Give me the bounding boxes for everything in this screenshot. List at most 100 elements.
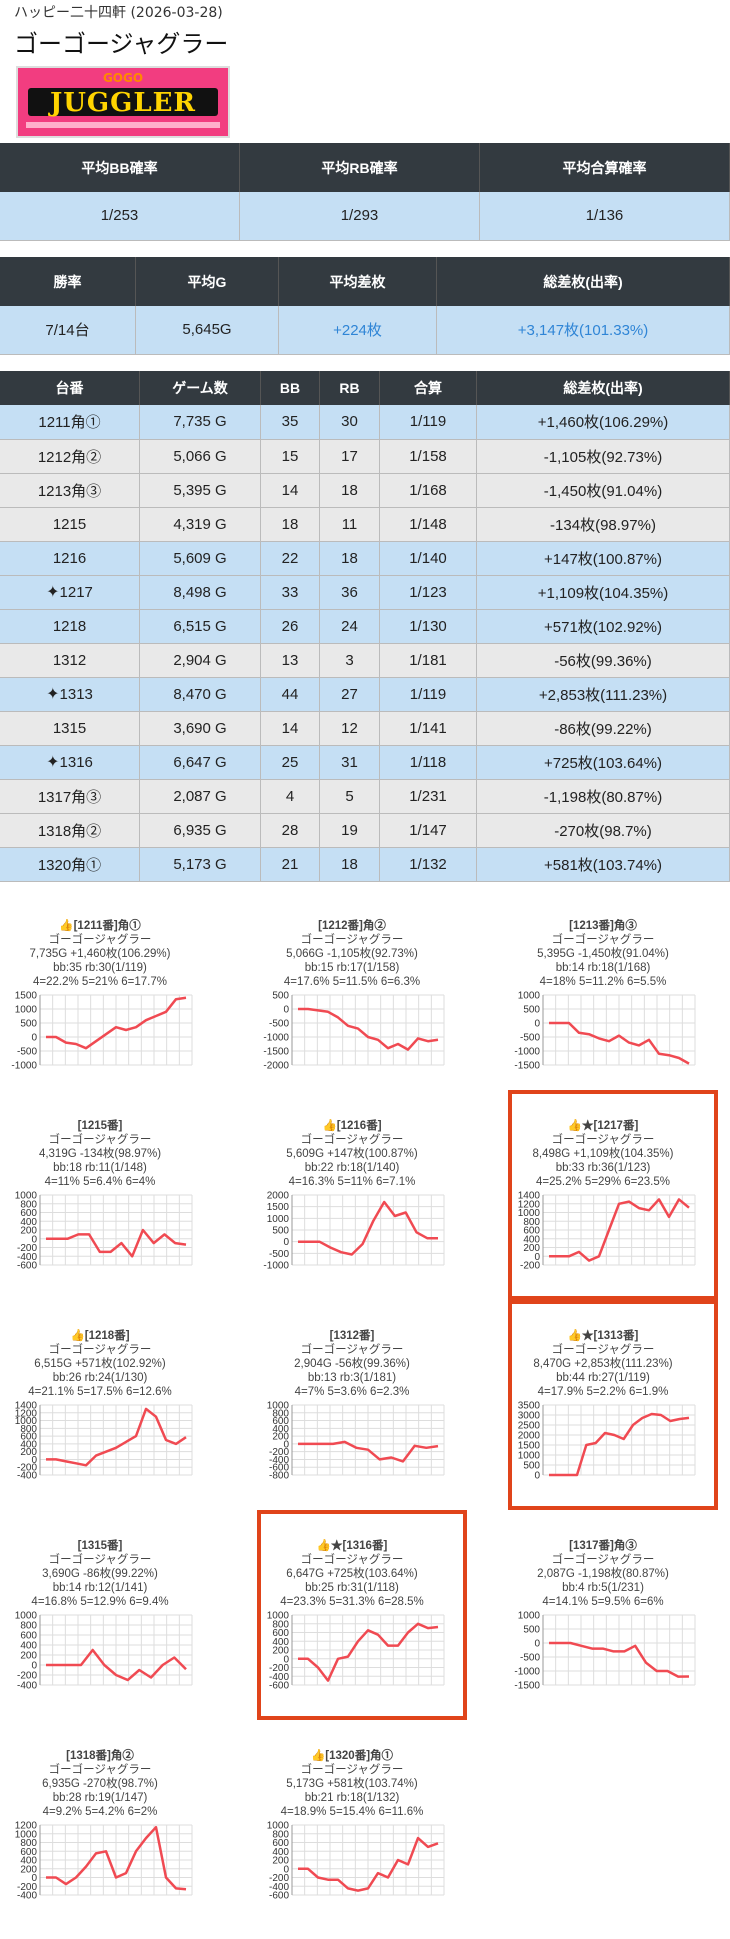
machine-chart-card[interactable]: [1315番] ゴーゴージャグラー 3,690G -86枚(99.22%) bb:14…	[0, 1515, 200, 1705]
cell-games: 2,904 G	[139, 643, 261, 678]
table-row[interactable]: 1216 5,609 G 22 18 1/140 +147枚(100.87%)	[0, 541, 730, 576]
cell-id: 1318角②	[0, 813, 140, 848]
y-tick-label: 600	[272, 1416, 289, 1427]
cell-id: ✦1316	[0, 745, 140, 780]
machine-chart-card[interactable]: [1215番] ゴーゴージャグラー 4,319G -134枚(98.97%) bb:1…	[0, 1095, 200, 1285]
machine-chart-card[interactable]: [1318番]角② ゴーゴージャグラー 6,935G -270枚(98.7%) bb:…	[0, 1725, 200, 1915]
card-line-2: ゴーゴージャグラー	[300, 1344, 404, 1356]
card-line-2: ゴーゴージャグラー	[48, 1554, 152, 1566]
cell-bb: 14	[260, 473, 320, 508]
series-line	[549, 1412, 690, 1477]
card-line-5: 4=18% 5=11.2% 6=5.5%	[539, 976, 667, 988]
machine-chart-card[interactable]: 👍[1211番]角① ゴーゴージャグラー 7,735G +1,460枚(106.29…	[0, 895, 200, 1085]
card-line-3: 5,173G +581枚(103.74%)	[286, 1778, 418, 1790]
y-tick-label: 600	[272, 1628, 289, 1639]
col-diff: 総差枚(出率)	[476, 371, 730, 405]
cell-diff: -86枚(99.22%)	[476, 711, 730, 746]
y-tick-label: 1500	[518, 1441, 541, 1452]
y-tick-label: 600	[20, 1631, 37, 1642]
series-line	[549, 1641, 690, 1678]
table-row[interactable]: 1218 6,515 G 26 24 1/130 +571枚(102.92%)	[0, 609, 730, 644]
machine-chart-card[interactable]: 👍[1216番] ゴーゴージャグラー 5,609G +147枚(100.87%) bb…	[252, 1095, 452, 1285]
y-tick-label: 800	[20, 1199, 37, 1210]
table-row[interactable]: 1213角③ 5,395 G 14 18 1/168 -1,450枚(91.04%)	[0, 473, 730, 508]
card-line-5: 4=16.8% 5=12.9% 6=9.4%	[31, 1596, 169, 1608]
machine-chart-card[interactable]: [1212番]角② ゴーゴージャグラー 5,066G -1,105枚(92.73%)…	[252, 895, 452, 1085]
card-line-2: ゴーゴージャグラー	[551, 1554, 655, 1566]
y-tick-label: 0	[31, 1455, 37, 1466]
machine-chart-card[interactable]: [1312番] ゴーゴージャグラー 2,904G -56枚(99.36%) bb:13…	[252, 1305, 452, 1495]
y-tick-label: -200	[520, 1261, 540, 1272]
y-tick-label: 1200	[15, 1408, 38, 1419]
machine-chart-card[interactable]: 👍★[1313番] ゴーゴージャグラー 8,470G +2,853枚(111.23%…	[503, 1305, 703, 1495]
y-tick-label: -1000	[514, 1047, 540, 1058]
table-row[interactable]: 1215 4,319 G 18 11 1/148 -134枚(98.97%)	[0, 507, 730, 542]
y-tick-label: 200	[523, 1243, 540, 1254]
card-line-1: [1213番]角③	[569, 920, 637, 932]
table-row[interactable]: 1320角① 5,173 G 21 18 1/132 +581枚(103.74%)	[0, 847, 730, 882]
y-tick-label: -1000	[514, 1667, 540, 1678]
cell-diff: +725枚(103.64%)	[476, 745, 730, 780]
y-tick-label: 200	[20, 1447, 37, 1458]
table-row[interactable]: ✦1217 8,498 G 33 36 1/123 +1,109枚(104.35%)	[0, 575, 730, 610]
header-avg-diff: 平均差枚	[278, 257, 437, 306]
card-line-2: ゴーゴージャグラー	[48, 1764, 152, 1776]
y-tick-label: 600	[20, 1847, 37, 1858]
card-line-4: bb:26 rb:24(1/130)	[52, 1372, 148, 1384]
cell-total: 1/147	[379, 813, 477, 848]
card-line-2: ゴーゴージャグラー	[300, 1554, 404, 1566]
store-name: ハッピー二十四軒 (2026-03-28)	[14, 5, 223, 21]
series-line	[549, 1198, 690, 1262]
sparkle-icon: ✦	[46, 584, 60, 601]
machine-chart-card[interactable]: 👍★[1316番] ゴーゴージャグラー 6,647G +725枚(103.64%) b…	[252, 1515, 452, 1705]
y-tick-label: -500	[269, 1249, 289, 1260]
table-row[interactable]: 1312 2,904 G 13 3 1/181 -56枚(99.36%)	[0, 643, 730, 678]
card-line-1: [1315番]	[77, 1540, 123, 1552]
y-tick-label: -500	[269, 1019, 289, 1030]
card-line-5: 4=14.1% 5=9.5% 6=6%	[542, 1596, 664, 1608]
card-line-4: bb:14 rb:12(1/141)	[52, 1582, 148, 1594]
cell-total: 1/118	[379, 745, 477, 780]
card-line-4: bb:15 rb:17(1/158)	[304, 962, 400, 974]
y-tick-label: 600	[20, 1208, 37, 1219]
cell-id: 1212角②	[0, 439, 140, 474]
y-tick-label: -1500	[263, 1047, 289, 1058]
machine-chart-card[interactable]: [1213番]角③ ゴーゴージャグラー 5,395G -1,450枚(91.04%)…	[503, 895, 703, 1085]
table-row[interactable]: ✦1316 6,647 G 25 31 1/118 +725枚(103.64%)	[0, 745, 730, 780]
machine-chart-card[interactable]: 👍[1320番]角① ゴーゴージャグラー 5,173G +581枚(103.74%)…	[252, 1725, 452, 1915]
y-tick-label: 1500	[267, 1202, 290, 1213]
cell-rb: 17	[319, 439, 380, 474]
y-tick-label: -400	[17, 1681, 37, 1692]
y-tick-label: 1000	[15, 1611, 38, 1622]
header-win-rate: 勝率	[0, 257, 136, 306]
cell-diff: +1,460枚(106.29%)	[476, 405, 730, 440]
y-tick-label: 1000	[518, 991, 541, 1002]
series-line	[298, 1622, 439, 1682]
y-tick-label: -600	[269, 1891, 289, 1902]
y-tick-label: -400	[269, 1882, 289, 1893]
card-line-4: bb:44 rb:27(1/119)	[556, 1372, 650, 1384]
card-line-3: 5,066G -1,105枚(92.73%)	[286, 948, 418, 960]
table-row[interactable]: 1318角② 6,935 G 28 19 1/147 -270枚(98.7%)	[0, 813, 730, 848]
series-line	[46, 1648, 187, 1682]
table-row[interactable]: 1211角① 7,735 G 35 30 1/119 +1,460枚(106.29%)	[0, 405, 730, 440]
card-line-2: ゴーゴージャグラー	[551, 1344, 655, 1356]
table-row[interactable]: 1317角③ 2,087 G 4 5 1/231 -1,198枚(80.87%)	[0, 779, 730, 814]
table-row[interactable]: 1212角② 5,066 G 15 17 1/158 -1,105枚(92.73%)	[0, 439, 730, 474]
y-tick-label: -1000	[11, 1061, 37, 1072]
card-line-4: bb:4 rb:5(1/231)	[562, 1582, 644, 1594]
machine-chart-card[interactable]: [1317番]角③ ゴーゴージャグラー 2,087G -1,198枚(80.87%)…	[503, 1515, 703, 1705]
machine-chart-card[interactable]: 👍[1218番] ゴーゴージャグラー 6,515G +571枚(102.92%) bb…	[0, 1305, 200, 1495]
y-tick-label: 800	[272, 1408, 289, 1419]
logo-text: JUGGLER	[49, 88, 197, 118]
machine-chart-card[interactable]: 👍★[1217番] ゴーゴージャグラー 8,498G +1,109枚(104.35%…	[503, 1095, 703, 1285]
table-row[interactable]: ✦1313 8,470 G 44 27 1/119 +2,853枚(111.23%)	[0, 677, 730, 712]
logo-sub: GOGO	[102, 71, 144, 85]
logo-bar	[28, 88, 218, 116]
cell-rb: 24	[319, 609, 380, 644]
y-tick-label: 1000	[15, 1829, 38, 1840]
cell-rb: 11	[319, 507, 380, 542]
cell-bb: 15	[260, 439, 320, 474]
table-row[interactable]: 1315 3,690 G 14 12 1/141 -86枚(99.22%)	[0, 711, 730, 746]
cell-bb: 25	[260, 745, 320, 780]
